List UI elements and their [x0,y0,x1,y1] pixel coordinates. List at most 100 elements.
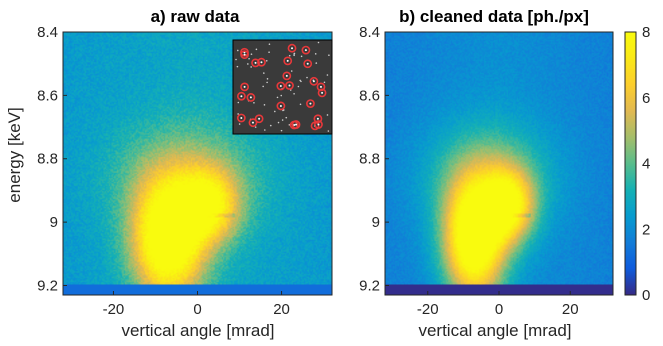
inset-hit-dot [288,84,291,87]
inset-noise-dot [250,66,252,68]
y-tick-label: 9.2 [359,277,380,294]
inset-noise-dot [285,116,288,119]
y-tick-label: 8.4 [37,24,58,41]
colorbar-gradient [625,32,636,295]
inset-noise-dot [315,62,318,64]
inset-hit-dot [317,123,320,126]
panel-a-axes-box [62,31,333,296]
x-tick-label: -20 [417,301,439,318]
inset-hit-dot [309,102,312,105]
x-tick-label: -20 [103,301,125,318]
inset-noise-dot [250,53,253,55]
inset-hit-dot [316,117,319,120]
y-tick-label: 8.8 [37,151,58,168]
inset-hit-dot [285,74,288,77]
inset-noise-dot [237,113,239,115]
panel-b-heatmap [385,32,613,295]
colorbar-tick-label: 8 [642,24,650,41]
inset-noise-dot [269,124,272,127]
inset-noise-dot [262,85,264,88]
inset-hit-circle [283,56,293,66]
panel-b-ticks: -20 0 20 8.4 8.6 8.8 9 9.2 [359,24,578,318]
inset-noise-dot [328,54,330,56]
inset-noise-dot [326,114,329,116]
panel-b-xlabel: vertical angle [mrad] [418,321,571,340]
inset-noise-dot [323,81,326,84]
y-tick-label: 8.6 [37,87,58,104]
y-tick-label: 8.8 [359,151,380,168]
colorbar-ticks: 0 2 4 6 8 [642,24,650,304]
inset-noise-dot [306,76,308,79]
inset-hit-dot [243,85,246,88]
inset-noise-dot [314,53,317,55]
inset-hit-circle [285,81,294,90]
inset-hit-circle [317,88,327,98]
panel-b-axes-box [384,31,614,296]
inset-noise-dot [297,85,300,88]
inset-noise-dot [253,101,255,104]
inset-hit-circle [254,114,264,124]
inset-noise-dot [255,48,258,51]
inset-noise-dot [288,54,291,57]
panel-b: b) cleaned data [ph./px] vertical angle … [359,7,614,340]
inset-noise-dot [280,94,283,97]
inset-noise-dot [268,51,270,54]
inset-hit-dot [319,85,322,88]
x-tick-label: 20 [562,301,579,318]
inset-noise-dot [290,70,293,72]
inset-hit-dot [291,47,294,50]
inset-detector-frame [232,39,333,135]
inset-hit-circle [309,76,319,86]
inset-hit-circle [313,114,323,124]
inset-hit-dot [251,121,254,124]
panel-a-xlabel: vertical angle [mrad] [121,321,274,340]
inset-hit-circle [240,82,250,92]
inset-noise-dot [263,104,266,106]
inset-noise-dot [300,55,303,58]
inset-hit-circle [246,93,256,102]
inset-noise-dot [263,72,265,74]
inset-hit-circle [291,120,301,129]
y-tick-label: 8.4 [359,24,380,41]
inset-noise-dot [266,78,269,80]
inset-hit-circle [301,45,311,55]
inset-hit-circle [276,101,286,111]
inset-hit-circle [236,91,246,101]
inset-hit-circle [257,57,266,67]
inset-hit-dot [321,91,324,94]
inset-noise-dot [254,126,257,128]
panel-a-ylabel: energy [keV] [5,107,24,202]
inset-hit-dot [260,61,263,64]
inset-noise-dot [238,123,241,125]
inset-noise-dot [293,92,295,95]
inset-noise-dot [247,63,249,65]
panel-a-title: a) raw data [151,7,240,26]
inset-background [232,39,333,135]
inset-noise-dot [264,129,266,131]
inset-hit-circle [282,71,292,81]
inset-noise-dot [274,110,276,113]
inset-noise-dot [236,49,239,52]
inset-noise-dot [317,41,320,44]
colorbar: 0 2 4 6 8 [624,24,650,304]
inset-hit-circle [306,99,315,109]
y-tick-label: 9 [372,214,380,231]
inset-noise-dot [299,103,302,106]
inset-hit-circle [248,118,258,128]
inset-hit-dot [249,96,252,99]
inset-hit-dot [254,61,257,64]
inset-noise-dot [300,80,302,83]
inset-noise-dot [276,96,279,99]
inset-noise-dot [266,81,268,84]
colorbar-tick-label: 4 [642,156,650,173]
inset-hit-dot [243,53,246,56]
inset-noise-dot [293,52,296,55]
inset-hit-dot [240,116,243,119]
inset-hit-circle [314,120,323,129]
inset-hit-circle [236,113,246,123]
inset-noise-dot [281,119,284,121]
inset-hit-dot [304,49,307,52]
inset-hit-dot [240,95,243,98]
inset-hit-circle [316,82,326,92]
